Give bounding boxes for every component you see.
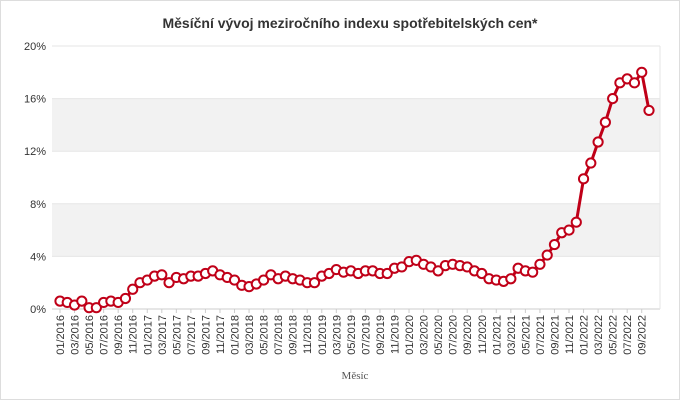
x-tick-label: 01/2018 xyxy=(230,315,242,355)
data-point xyxy=(534,258,546,270)
x-tick-label: 01/2021 xyxy=(491,315,503,355)
x-tick-label: 05/2017 xyxy=(171,315,183,355)
x-tick-label: 07/2017 xyxy=(186,315,198,355)
x-tick-label: 11/2018 xyxy=(302,315,314,354)
x-tick-label: 09/2021 xyxy=(549,315,561,355)
x-tick-label: 01/2019 xyxy=(317,315,329,355)
data-point xyxy=(592,136,604,148)
data-point xyxy=(119,292,132,305)
x-tick-label: 03/2018 xyxy=(244,315,256,355)
y-tick-label: 12% xyxy=(24,146,46,158)
data-point xyxy=(541,249,553,261)
x-tick-label: 05/2019 xyxy=(346,315,358,355)
y-tick-label: 16% xyxy=(24,94,46,106)
data-point xyxy=(163,277,175,289)
x-tick-label: 07/2016 xyxy=(99,315,111,355)
y-tick-label: 4% xyxy=(30,251,46,263)
x-tick-label: 09/2019 xyxy=(375,315,387,355)
x-tick-label: 11/2020 xyxy=(477,315,489,354)
x-tick-label: 03/2021 xyxy=(506,315,518,355)
data-point xyxy=(432,265,444,277)
data-point xyxy=(643,104,655,117)
x-tick-label: 01/2017 xyxy=(142,315,154,355)
x-tick-label: 07/2021 xyxy=(535,315,547,355)
x-tick-label: 09/2018 xyxy=(288,315,300,355)
x-tick-label: 07/2022 xyxy=(622,315,634,355)
data-point xyxy=(90,302,102,314)
x-tick-label: 11/2019 xyxy=(389,315,401,354)
data-point xyxy=(527,266,539,278)
x-tick-label: 05/2021 xyxy=(520,315,532,355)
data-point xyxy=(476,267,488,280)
x-tick-label: 09/2020 xyxy=(462,315,474,355)
data-point xyxy=(548,238,561,251)
data-point xyxy=(127,283,139,295)
x-tick-label: 03/2020 xyxy=(419,315,431,355)
data-point xyxy=(563,224,575,236)
data-point xyxy=(76,295,88,307)
data-point xyxy=(396,261,408,273)
y-tick-label: 20% xyxy=(24,41,46,53)
x-tick-label: 07/2020 xyxy=(448,315,460,355)
x-tick-label: 07/2019 xyxy=(360,315,372,355)
data-point xyxy=(228,274,241,286)
x-tick-label: 11/2016 xyxy=(128,315,140,354)
data-point xyxy=(577,173,590,185)
x-tick-label: 03/2017 xyxy=(157,315,169,355)
x-tick-label: 05/2022 xyxy=(608,315,620,355)
x-axis-title: Měsíc xyxy=(342,370,369,382)
data-point xyxy=(570,216,582,228)
x-tick-label: 05/2018 xyxy=(259,315,271,355)
x-tick-label: 05/2020 xyxy=(433,315,445,355)
data-point xyxy=(156,269,168,281)
data-point xyxy=(607,93,619,105)
data-point xyxy=(505,273,517,285)
x-tick-label: 03/2016 xyxy=(70,315,82,355)
data-point xyxy=(585,157,597,169)
x-tick-label: 09/2017 xyxy=(200,315,212,355)
data-point xyxy=(258,274,270,286)
grid-band xyxy=(52,98,660,152)
x-tick-label: 11/2017 xyxy=(215,315,227,354)
x-tick-label: 01/2020 xyxy=(404,315,416,355)
y-tick-label: 0% xyxy=(30,304,46,316)
x-tick-label: 01/2022 xyxy=(579,315,591,355)
data-point xyxy=(381,267,393,280)
chart-title: Měsíční vývoj meziročního indexu spotřeb… xyxy=(162,15,538,31)
y-tick-label: 8% xyxy=(30,199,46,211)
x-tick-label: 03/2022 xyxy=(593,315,605,355)
x-tick-label: 07/2018 xyxy=(273,315,285,355)
x-tick-label: 09/2016 xyxy=(113,315,125,355)
x-tick-label: 03/2019 xyxy=(331,315,343,355)
x-tick-label: 05/2016 xyxy=(84,315,96,355)
data-point xyxy=(308,277,321,289)
x-tick-label: 11/2021 xyxy=(564,315,576,354)
data-point xyxy=(628,77,641,89)
x-tick-label: 09/2022 xyxy=(637,315,649,355)
data-point xyxy=(599,116,611,128)
x-tick-label: 01/2016 xyxy=(55,315,67,355)
data-point xyxy=(636,66,648,78)
